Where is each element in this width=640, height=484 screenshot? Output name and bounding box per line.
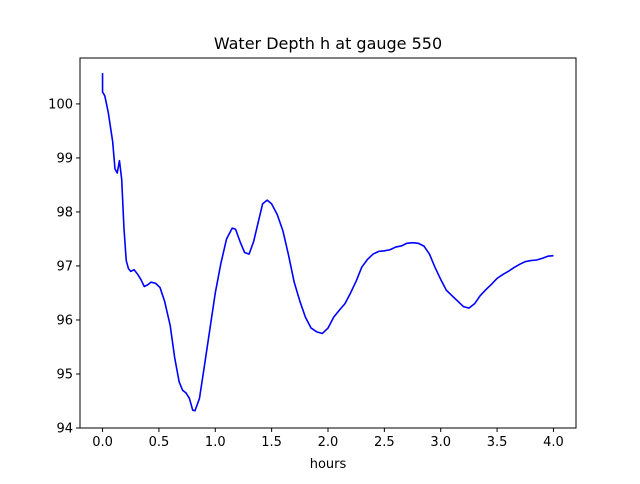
y-tick-label: 97 xyxy=(56,259,73,274)
x-axis-label: hours xyxy=(310,457,347,472)
plot-area: 0.0 0.5 1.0 1.5 2.0 2.5 3.0 3.5 4.0 94 95 96 97 98 99 1… xyxy=(48,57,577,450)
x-tick-label: 1.0 xyxy=(205,435,226,450)
x-tick-label: 4.0 xyxy=(543,435,564,450)
x-tick-label: 2.0 xyxy=(318,435,339,450)
x-tick-label: 2.5 xyxy=(374,435,395,450)
y-tick-label: 94 xyxy=(56,422,73,437)
y-tick-label: 96 xyxy=(56,313,73,328)
y-tick-label: 95 xyxy=(56,367,73,382)
x-tick-label: 3.0 xyxy=(430,435,451,450)
chart-title: Water Depth h at gauge 550 xyxy=(214,34,442,53)
x-tick-label: 3.5 xyxy=(487,435,508,450)
x-tick-label: 0.0 xyxy=(92,435,113,450)
plot-frame xyxy=(79,57,577,429)
y-tick-label: 100 xyxy=(48,97,73,112)
x-tick-label: 0.5 xyxy=(149,435,170,450)
y-tick-label: 99 xyxy=(56,151,73,166)
x-tick-label: 1.5 xyxy=(261,435,282,450)
y-tick-label: 98 xyxy=(56,205,73,220)
series-line-0 xyxy=(101,73,554,412)
